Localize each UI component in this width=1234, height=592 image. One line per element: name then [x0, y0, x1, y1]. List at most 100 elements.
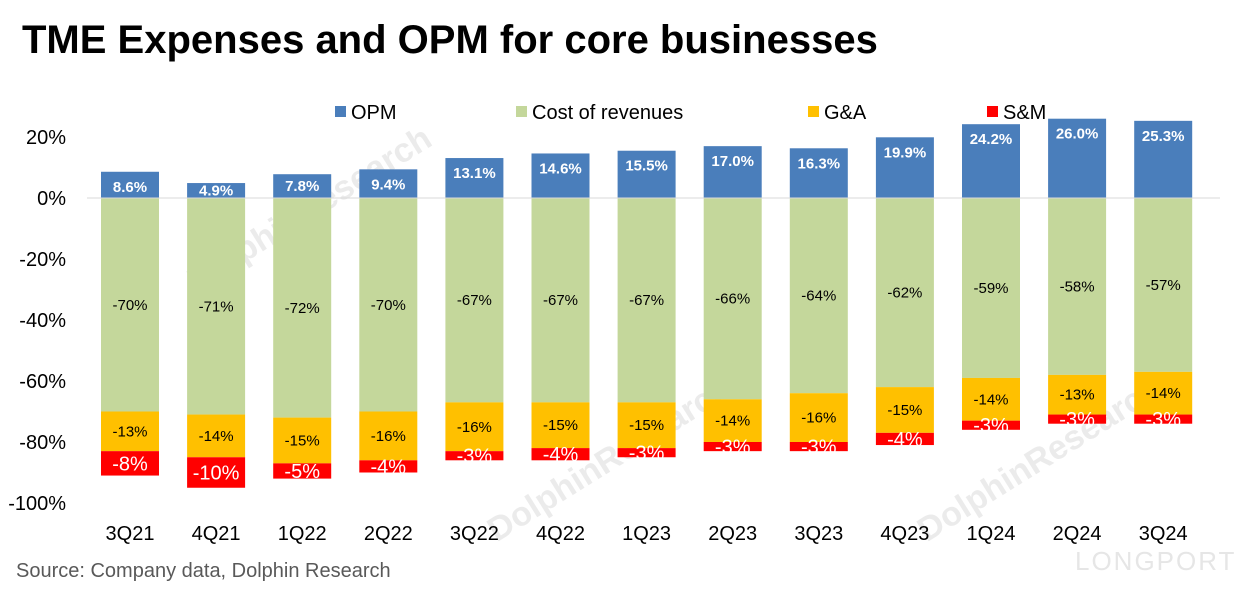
bar-opm-2Q22 — [359, 169, 418, 198]
chart-legend: OPM Cost of revenues G&A S&M — [335, 102, 1046, 124]
bar-opm-1Q24 — [962, 124, 1020, 198]
data-label-opm: 14.6% — [539, 160, 582, 177]
data-label-cost: -62% — [887, 285, 922, 302]
bar-sm-4Q23 — [875, 432, 934, 446]
bar-group-4Q22: 14.6% -67% -15% -4% — [531, 153, 590, 466]
bar-cost-4Q22 — [531, 198, 590, 403]
data-label-sm: -3% — [629, 443, 665, 465]
bar-ga-1Q24 — [962, 377, 1020, 421]
bar-cost-3Q22 — [445, 198, 504, 403]
bar-sm-2Q24 — [1048, 414, 1107, 424]
y-tick-label: 0% — [37, 188, 66, 210]
data-label-ga: -16% — [457, 419, 492, 436]
legend-label-opm: OPM — [351, 102, 397, 124]
bar-sm-1Q24 — [962, 420, 1020, 430]
legend-swatch-sm — [987, 106, 998, 117]
x-tick-label: 1Q22 — [278, 523, 327, 545]
data-label-sm: -3% — [715, 437, 751, 459]
bar-sm-2Q22 — [359, 460, 418, 473]
bar-opm-3Q23 — [789, 148, 848, 198]
bar-group-2Q24: 26.0% -58% -13% -3% — [1048, 118, 1107, 431]
x-tick-label: 3Q23 — [794, 523, 843, 545]
bar-ga-1Q22 — [273, 417, 332, 464]
data-label-ga: -15% — [887, 402, 922, 419]
data-label-sm: -5% — [284, 461, 320, 483]
data-label-ga: -13% — [1060, 387, 1095, 404]
data-label-cost: -71% — [199, 298, 234, 315]
data-label-sm: -10% — [193, 463, 240, 485]
bar-group-1Q24: 24.2% -59% -14% -3% — [962, 124, 1020, 437]
bar-group-4Q21: 4.9% -71% -14% -10% — [187, 183, 246, 488]
bar-cost-3Q24 — [1134, 198, 1193, 372]
data-label-cost: -58% — [1060, 278, 1095, 295]
bar-sm-3Q23 — [789, 442, 848, 452]
bar-ga-2Q22 — [359, 411, 418, 461]
data-label-sm: -4% — [371, 456, 407, 478]
data-label-opm: 8.6% — [113, 179, 147, 196]
data-label-ga: -15% — [285, 432, 320, 449]
bar-ga-3Q23 — [789, 393, 848, 442]
data-label-ga: -15% — [543, 417, 578, 434]
data-label-cost: -57% — [1146, 277, 1181, 294]
x-tick-label: 1Q24 — [967, 523, 1016, 545]
data-label-sm: -3% — [1145, 409, 1181, 431]
bar-ga-1Q23 — [617, 402, 676, 449]
data-label-sm: -8% — [112, 453, 148, 475]
data-label-sm: -3% — [457, 446, 493, 468]
bar-ga-4Q22 — [531, 402, 590, 449]
bar-sm-3Q22 — [445, 451, 504, 461]
legend-swatch-cost — [516, 106, 527, 117]
x-tick-label: 2Q24 — [1053, 523, 1102, 545]
bar-cost-3Q21 — [101, 198, 159, 412]
data-label-opm: 25.3% — [1142, 128, 1185, 145]
bar-group-4Q23: 19.9% -62% -15% -4% — [875, 137, 934, 451]
bar-cost-1Q22 — [273, 198, 332, 418]
bar-cost-2Q22 — [359, 198, 418, 412]
source-note: Source: Company data, Dolphin Research — [16, 560, 391, 582]
bar-sm-3Q21 — [101, 451, 159, 476]
bars: 8.6% -70% -13% -8% 4.9% -71% -14% -10% 7.8% -72% -… — [101, 118, 1193, 488]
legend-label-ga: G&A — [824, 102, 867, 124]
bar-sm-2Q23 — [703, 442, 762, 452]
bar-sm-4Q22 — [531, 448, 590, 461]
x-tick-label: 3Q21 — [106, 523, 155, 545]
bar-sm-1Q23 — [617, 448, 676, 458]
bar-opm-2Q24 — [1048, 118, 1107, 198]
data-label-ga: -14% — [715, 413, 750, 430]
y-tick-label: 20% — [26, 127, 66, 149]
bar-opm-3Q21 — [101, 171, 159, 198]
data-label-cost: -67% — [543, 292, 578, 309]
data-label-cost: -59% — [973, 280, 1008, 297]
bar-group-2Q23: 17.0% -66% -14% -3% — [703, 146, 762, 459]
data-label-opm: 4.9% — [199, 183, 233, 200]
bar-ga-2Q23 — [703, 399, 762, 442]
data-label-sm: -3% — [973, 415, 1009, 437]
bar-sm-4Q21 — [187, 457, 246, 488]
bar-cost-2Q23 — [703, 198, 762, 400]
data-label-ga: -14% — [1146, 385, 1181, 402]
data-label-ga: -14% — [973, 391, 1008, 408]
bar-group-1Q23: 15.5% -67% -15% -3% — [617, 150, 676, 465]
data-label-ga: -16% — [801, 410, 836, 427]
bar-group-3Q24: 25.3% -57% -14% -3% — [1134, 120, 1193, 431]
data-label-ga: -15% — [629, 417, 664, 434]
x-tick-label: 3Q22 — [450, 523, 499, 545]
x-tick-label: 4Q21 — [192, 523, 241, 545]
x-tick-label: 3Q24 — [1139, 523, 1188, 545]
y-tick-label: -40% — [19, 310, 66, 332]
bar-group-3Q22: 13.1% -67% -16% -3% — [445, 158, 504, 468]
bar-opm-3Q22 — [445, 158, 504, 198]
x-tick-label: 4Q22 — [536, 523, 585, 545]
data-label-cost: -67% — [457, 292, 492, 309]
data-label-opm: 24.2% — [970, 131, 1013, 148]
legend-swatch-opm — [335, 106, 346, 117]
bar-opm-3Q24 — [1134, 120, 1193, 198]
bar-ga-3Q21 — [101, 411, 159, 452]
x-tick-label: 2Q23 — [708, 523, 757, 545]
bar-cost-4Q23 — [875, 198, 934, 388]
data-label-cost: -66% — [715, 291, 750, 308]
data-label-ga: -16% — [371, 428, 406, 445]
data-label-cost: -72% — [285, 300, 320, 317]
data-label-cost: -64% — [801, 288, 836, 305]
data-label-ga: -14% — [199, 428, 234, 445]
